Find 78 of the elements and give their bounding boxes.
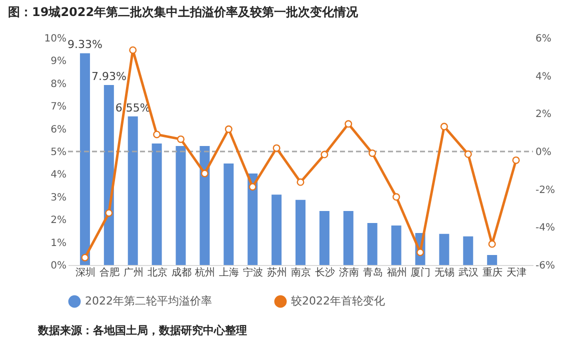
bar [152, 144, 162, 265]
legend-label: 2022年第二轮平均溢价率 [85, 294, 212, 308]
x-tick-label: 青岛 [362, 266, 383, 278]
y2-tick-label: 2% [536, 109, 552, 120]
y-tick-label: 3% [50, 192, 66, 204]
source-note: 数据来源：各地国土局，数据研究中心整理 [37, 324, 247, 337]
point [153, 130, 161, 138]
y-tick-label: 10% [44, 34, 66, 44]
bar [343, 210, 354, 265]
point [320, 150, 328, 158]
point [464, 150, 472, 158]
point [440, 122, 448, 130]
y-tick-label: 7% [50, 102, 66, 113]
bar [104, 84, 114, 265]
x-tick-label: 厦门 [410, 266, 431, 278]
chart-title: 图：19城2022年第二批次集中土拍溢价率及较第一批次变化情况 [8, 5, 360, 19]
x-tick-label: 济南 [338, 266, 359, 278]
x-tick-label: 成都 [171, 266, 192, 278]
x-tick-label: 苏州 [267, 266, 288, 278]
point [368, 149, 376, 157]
bar [272, 194, 282, 265]
point [488, 240, 496, 248]
bar [176, 146, 186, 265]
y2-tick-label: -4% [536, 222, 555, 234]
bar [80, 53, 90, 265]
y-tick-label: 5% [50, 147, 66, 158]
bar [487, 255, 498, 265]
y2-tick-label: 6% [536, 34, 552, 44]
point [248, 183, 256, 191]
x-tick-label: 北京 [147, 266, 168, 278]
point [392, 193, 400, 201]
point [512, 156, 520, 164]
bar [367, 223, 378, 265]
point [200, 170, 208, 178]
x-tick-label: 广州 [123, 266, 144, 278]
bar [439, 234, 450, 265]
y2-tick-label: 0% [536, 147, 552, 158]
x-tick-label: 武汉 [458, 266, 479, 278]
x-tick-label: 南京 [291, 266, 311, 278]
point [105, 209, 113, 217]
bar [224, 164, 234, 265]
bar [248, 174, 258, 265]
y2-tick-label: -6% [536, 260, 555, 272]
y-tick-label: 4% [50, 170, 66, 181]
y2-tick-label: -2% [536, 184, 555, 196]
x-tick-label: 福州 [386, 266, 407, 278]
y-tick-label: 1% [50, 238, 66, 249]
x-tick-label: 深圳 [75, 266, 96, 278]
x-tick-label: 天津 [506, 266, 527, 278]
y-tick-label: 0% [50, 260, 66, 272]
bar [391, 226, 402, 265]
bar [128, 116, 138, 265]
data-label: 9.33% [67, 38, 102, 52]
point [344, 120, 352, 128]
bar [200, 146, 210, 265]
point [224, 125, 232, 133]
point [81, 254, 89, 262]
x-tick-label: 重庆 [482, 266, 503, 278]
x-tick-label: 杭州 [194, 266, 216, 278]
bar [463, 236, 474, 265]
y-tick-label: 6% [50, 124, 66, 136]
y-tick-label: 8% [50, 78, 66, 90]
legend-label: 较2022年首轮变化 [291, 294, 385, 308]
data-label: 7.93% [91, 70, 126, 83]
point [272, 144, 280, 152]
x-tick-label: 合肥 [99, 266, 120, 278]
y-tick-label: 9% [50, 56, 66, 68]
bar [319, 210, 330, 265]
y2-tick-label: 4% [536, 71, 552, 82]
point [177, 135, 185, 143]
x-tick-label: 宁波 [243, 266, 264, 278]
point [296, 178, 304, 186]
y-tick-label: 2% [50, 215, 66, 226]
point [129, 46, 137, 54]
bar [296, 200, 306, 265]
x-tick-label: 上海 [219, 266, 240, 278]
x-tick-label: 长沙 [314, 266, 335, 278]
x-tick-label: 无锡 [434, 268, 455, 278]
